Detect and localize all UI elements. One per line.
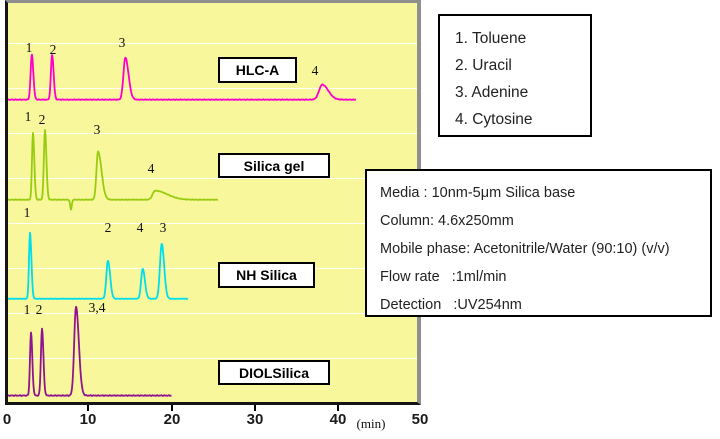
x-tick-label: 40 — [329, 411, 347, 428]
peak-label: 1 — [23, 205, 31, 220]
x-tick-label: 50 — [411, 411, 429, 428]
condition-line: Detection :UV254nm — [380, 297, 522, 313]
x-tick-label: 10 — [79, 411, 97, 428]
x-tick-mark — [254, 405, 256, 411]
condition-line: Media : 10nm-5μm Silica base — [380, 185, 576, 201]
x-tick-mark — [171, 405, 173, 411]
peak-label: 4 — [311, 63, 319, 78]
horizontal-gridline — [8, 313, 417, 314]
legend-item: 2. Uracil — [455, 57, 512, 74]
horizontal-gridline — [8, 358, 417, 359]
trace-label-box-nh-silica: NH Silica — [218, 262, 315, 288]
peak-label: 2 — [104, 220, 112, 235]
x-axis-unit-label: (min) — [356, 416, 386, 431]
trace-label-box-diol-silica: DIOLSilica — [218, 360, 330, 385]
legend-item: 3. Adenine — [455, 84, 529, 101]
condition-line: Flow rate :1ml/min — [380, 269, 507, 285]
peak-label: 3 — [118, 35, 126, 50]
peak-label: 2 — [38, 112, 46, 127]
horizontal-gridline — [8, 88, 417, 89]
x-tick-label: 30 — [246, 411, 264, 428]
peak-label: 3,4 — [88, 300, 106, 315]
peak-label: 1 — [24, 109, 32, 124]
peak-label: 4 — [136, 220, 144, 235]
plot-area — [5, 0, 421, 405]
horizontal-gridline — [8, 133, 417, 134]
x-tick-mark — [87, 405, 89, 411]
conditions-box: Media : 10nm-5μm Silica base Column: 4.6x… — [365, 169, 712, 317]
compound-legend-box: 1. Toluene 2. Uracil 3. Adenine 4. Cytosine — [438, 14, 592, 137]
peak-label: 1 — [23, 302, 31, 317]
peak-label: 4 — [147, 161, 155, 176]
condition-line: Mobile phase: Acetonitrile/Water (90:10)… — [380, 241, 670, 257]
condition-line: Column: 4.6x250mm — [380, 213, 514, 229]
horizontal-gridline — [8, 223, 417, 224]
peak-label: 2 — [35, 302, 43, 317]
peak-label: 3 — [93, 122, 101, 137]
peak-label: 3 — [159, 220, 167, 235]
trace-label-box-hlc-a: HLC-A — [218, 57, 297, 83]
trace-label-box-silica-gel: Silica gel — [218, 153, 330, 178]
horizontal-gridline — [8, 268, 417, 269]
x-tick-label: 0 — [2, 411, 12, 428]
x-tick-mark — [337, 405, 339, 411]
peak-label: 2 — [49, 42, 57, 57]
legend-item: 4. Cytosine — [455, 111, 533, 128]
x-tick-label: 20 — [163, 411, 181, 428]
horizontal-gridline — [8, 178, 417, 179]
peak-label: 1 — [25, 40, 33, 55]
horizontal-gridline — [8, 43, 417, 44]
legend-item: 1. Toluene — [455, 30, 527, 47]
